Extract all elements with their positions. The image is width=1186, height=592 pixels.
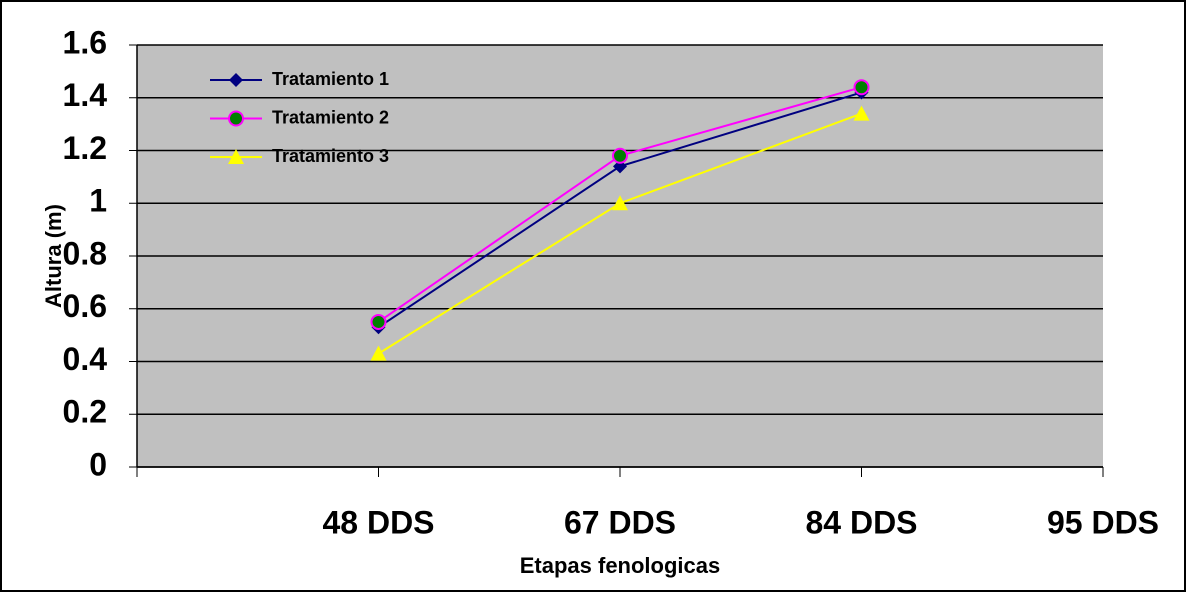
x-tick-label: 95 DDS — [1047, 504, 1159, 540]
x-tick-label: 67 DDS — [564, 504, 676, 540]
marker — [612, 147, 628, 164]
y-axis-label: Altura (m) — [41, 204, 66, 308]
x-axis-label: Etapas fenologicas — [520, 553, 721, 578]
legend-marker — [228, 110, 244, 127]
y-tick-label: 0.4 — [63, 341, 108, 377]
legend-label: Tratamiento 3 — [272, 146, 389, 166]
marker — [370, 313, 387, 330]
x-tick-label: 48 DDS — [322, 504, 434, 540]
y-tick-label: 1.6 — [63, 24, 107, 60]
legend-marker — [229, 73, 243, 87]
marker — [853, 79, 870, 96]
y-tick-label: 0.6 — [63, 288, 107, 324]
marker — [853, 105, 870, 121]
marker — [612, 195, 628, 211]
x-tick-label: 84 DDS — [805, 504, 917, 540]
legend-label: Tratamiento 1 — [272, 69, 389, 89]
y-tick-label: 1.2 — [63, 130, 107, 166]
y-tick-label: 0.8 — [63, 235, 107, 271]
legend-label: Tratamiento 2 — [272, 107, 389, 127]
marker — [370, 345, 387, 361]
y-tick-label: 1.4 — [63, 77, 108, 113]
y-tick-label: 1 — [89, 183, 107, 219]
legend-marker — [228, 149, 244, 164]
y-tick-label: 0 — [89, 446, 107, 482]
y-tick-label: 0.2 — [63, 394, 107, 430]
